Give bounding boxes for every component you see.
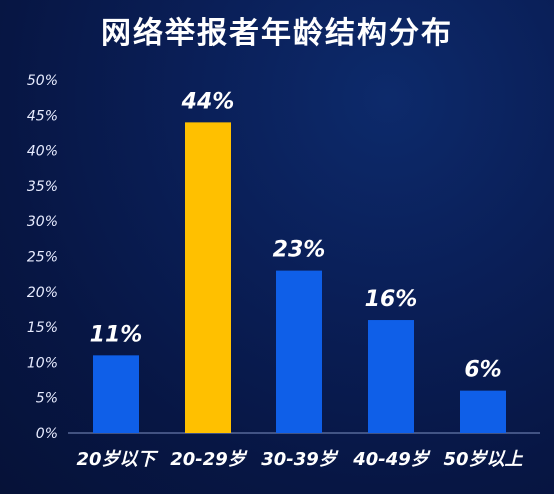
chart-title: 网络举报者年龄结构分布 — [101, 16, 453, 51]
data-label-1: 11% — [90, 322, 143, 347]
y-tick-label: 15% — [27, 320, 58, 336]
data-label-2: 44% — [181, 89, 235, 114]
y-tick-label: 10% — [27, 355, 58, 371]
bar-3 — [276, 270, 322, 433]
x-tick-label-1: 20岁以下 — [76, 449, 158, 470]
x-tick-label-5: 50岁以上 — [443, 449, 523, 470]
x-tick-label-3: 30-39岁 — [261, 449, 339, 470]
y-tick-label: 35% — [27, 179, 58, 195]
bar-2 — [185, 122, 231, 434]
x-axis-ticks: 20岁以下 20-29岁 30-39岁 40-49岁 50岁以上 — [76, 449, 523, 470]
data-label-3: 23% — [273, 238, 326, 263]
data-label-5: 6% — [464, 358, 501, 383]
y-tick-label: 0% — [36, 426, 58, 442]
y-tick-label: 5% — [36, 391, 58, 407]
y-tick-label: 45% — [27, 108, 58, 124]
y-axis: 0% 5% 10% 15% 20% 25% 30% 35% 40% 45% 50% — [27, 73, 58, 442]
y-tick-label: 50% — [27, 73, 58, 89]
x-tick-label-2: 20-29岁 — [170, 449, 248, 470]
y-tick-label: 30% — [27, 214, 58, 230]
data-label-4: 16% — [365, 287, 418, 312]
y-tick-label: 25% — [27, 250, 58, 266]
bars — [93, 122, 506, 434]
y-tick-label: 40% — [27, 144, 58, 160]
bar-4 — [368, 320, 414, 433]
data-labels: 11% 44% 23% 16% 6% — [90, 89, 502, 382]
y-tick-label: 20% — [27, 285, 58, 301]
x-tick-label-4: 40-49岁 — [352, 449, 431, 470]
bar-1 — [93, 355, 139, 433]
bar-5 — [460, 390, 506, 433]
